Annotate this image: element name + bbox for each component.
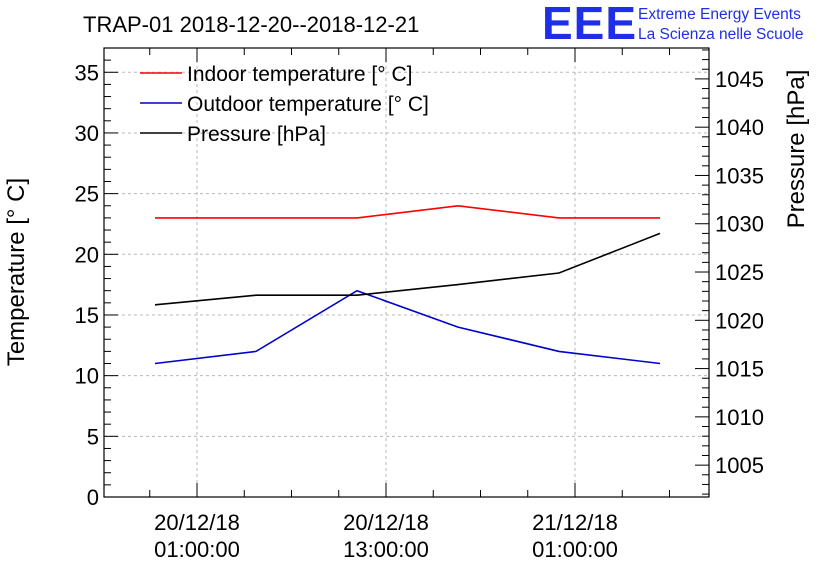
y-right-tick-label: 1035	[715, 163, 764, 188]
y-left-tick-label: 30	[75, 121, 99, 146]
y-left-tick-label: 15	[75, 303, 99, 328]
y-left-tick-label: 25	[75, 182, 99, 207]
y-axis-right-label: Pressure [hPa]	[783, 70, 810, 229]
series-line-indoor	[155, 204, 660, 219]
y-left-tick-label: 0	[87, 485, 99, 510]
x-tick-label-time: 13:00:00	[343, 537, 429, 562]
y-right-tick-label: 1015	[715, 357, 764, 382]
y-right-tick-label: 1010	[715, 405, 764, 430]
y-right-tick-label: 1020	[715, 308, 764, 333]
series-lines	[154, 204, 661, 365]
legend-label-pressure: Pressure [hPa]	[187, 123, 326, 146]
y-axis-left: 0 5 10 15 20 25 30 35	[75, 47, 118, 510]
eee-logo-line2: La Scienza nelle Scuole	[638, 26, 804, 43]
series-line-pressure	[154, 232, 661, 306]
x-tick-label-time: 01:00:00	[154, 537, 240, 562]
y-left-tick-label: 35	[75, 60, 99, 85]
eee-logo-mark: EEE	[542, 0, 638, 49]
x-tick-label-time: 01:00:00	[532, 537, 618, 562]
x-tick-label-date: 20/12/18	[343, 510, 429, 535]
y-right-tick-label: 1045	[715, 67, 764, 92]
y-axis-right: 1005 1010 1015 1020 1025 1030 1035 1040 1045	[695, 49, 764, 495]
y-left-tick-label: 10	[75, 364, 99, 389]
x-axis: 20/12/1801:00:0020/12/1813:00:0021/12/18…	[149, 48, 670, 562]
eee-logo: EEE Extreme Energy Events La Scienza nel…	[542, 0, 832, 49]
y-right-tick-label: 1040	[715, 115, 764, 140]
legend-label-indoor: Indoor temperature [° C]	[187, 63, 413, 86]
legend-label-outdoor: Outdoor temperature [° C]	[187, 93, 429, 116]
y-left-tick-label: 5	[87, 424, 99, 449]
legend: Indoor temperature [° C] Outdoor tempera…	[140, 63, 429, 146]
x-tick-label-date: 21/12/18	[532, 510, 618, 535]
y-axis-left-label: Temperature [° C]	[3, 178, 30, 366]
x-tick-label-date: 20/12/18	[154, 510, 240, 535]
chart-title: TRAP-01 2018-12-20--2018-12-21	[83, 12, 419, 37]
y-right-tick-label: 1025	[715, 260, 764, 285]
y-left-tick-label: 20	[75, 242, 99, 267]
series-line-outdoor	[154, 289, 661, 365]
eee-logo-line1: Extreme Energy Events	[638, 6, 801, 23]
y-right-tick-label: 1005	[715, 453, 764, 478]
y-right-tick-label: 1030	[715, 212, 764, 237]
